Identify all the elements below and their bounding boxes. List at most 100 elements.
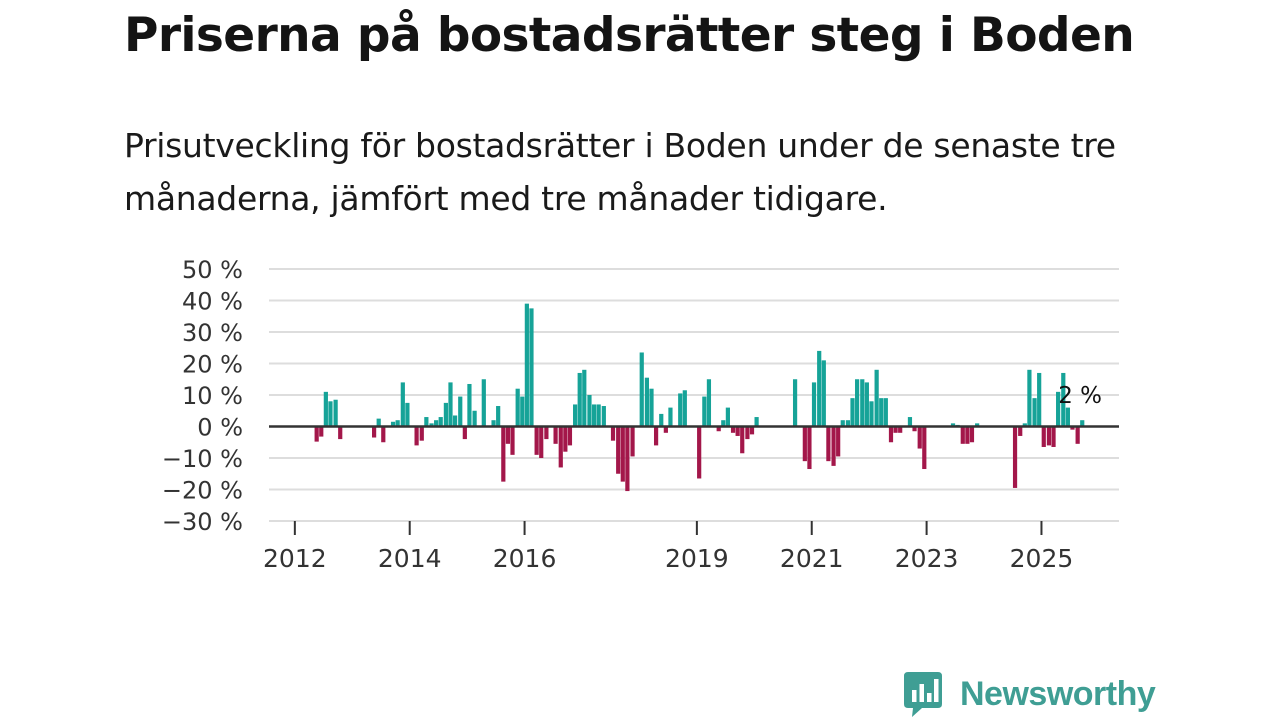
bar — [438, 417, 443, 427]
bar — [1037, 372, 1042, 427]
bar — [740, 426, 745, 454]
bar — [912, 426, 917, 432]
brand-name: Newsworthy — [960, 674, 1156, 713]
bar — [419, 426, 424, 441]
bar — [807, 426, 812, 470]
bar — [826, 426, 831, 462]
bar — [429, 423, 434, 427]
bar — [702, 396, 707, 427]
bar — [1018, 426, 1023, 436]
bar — [472, 410, 477, 427]
bar — [558, 426, 563, 468]
bar — [529, 308, 534, 427]
bar — [749, 426, 755, 435]
bar — [395, 420, 400, 427]
y-tick-label: 20 % — [182, 351, 243, 379]
bar — [697, 426, 702, 479]
bar — [754, 417, 759, 427]
bar — [596, 404, 601, 427]
bar — [817, 350, 822, 427]
bar — [869, 401, 874, 427]
y-tick-label: −20 % — [162, 477, 243, 505]
chart-title: Priserna på bostadsrätter steg i Boden — [124, 8, 1135, 63]
y-tick-label: −30 % — [162, 508, 243, 536]
bar — [874, 369, 879, 427]
bar — [1041, 426, 1046, 447]
bar — [864, 382, 869, 427]
bar — [496, 406, 501, 427]
bar — [481, 379, 486, 427]
bar — [1051, 426, 1056, 447]
bar — [898, 426, 903, 433]
bar — [390, 421, 396, 427]
chart-subtitle: Prisutveckling för bostadsrätter i Boden… — [124, 126, 1116, 218]
bar — [582, 369, 587, 427]
bar — [625, 426, 630, 492]
x-tick-label: 2014 — [378, 544, 442, 573]
bar — [319, 426, 324, 437]
x-tick-label: 2016 — [493, 544, 557, 573]
bar — [630, 426, 635, 457]
bar — [735, 426, 740, 436]
bar — [620, 426, 625, 482]
bar — [567, 426, 573, 446]
bar — [1061, 372, 1066, 427]
bar — [505, 426, 511, 444]
bar — [950, 423, 956, 427]
bar — [563, 426, 568, 452]
bar — [328, 401, 333, 427]
bar — [553, 426, 558, 444]
bar — [1075, 426, 1080, 444]
bar — [405, 402, 410, 427]
bar — [653, 426, 659, 446]
bar — [883, 398, 888, 427]
bar — [510, 426, 515, 455]
x-tick-label: 2019 — [665, 544, 729, 573]
newsworthy-logo[interactable]: Newsworthy — [902, 670, 1156, 718]
y-tick-label: 30 % — [182, 319, 243, 347]
y-tick-label: −10 % — [162, 445, 243, 473]
bar — [725, 407, 730, 427]
bar — [414, 426, 419, 446]
bar-series — [314, 303, 1085, 492]
bar — [591, 404, 597, 427]
bar — [659, 413, 664, 427]
bar — [501, 426, 506, 482]
bar — [434, 420, 439, 427]
bar — [333, 399, 338, 427]
grid-lines — [269, 268, 1119, 522]
bar — [682, 390, 687, 427]
bar — [424, 417, 429, 427]
bar — [850, 398, 855, 427]
bar — [1056, 391, 1061, 427]
bar — [745, 426, 750, 440]
bar — [888, 426, 894, 443]
bar — [663, 426, 668, 433]
bar — [372, 426, 377, 438]
bar — [1080, 420, 1085, 427]
bar — [845, 420, 851, 427]
bar — [649, 388, 654, 427]
bar — [855, 379, 860, 427]
newsworthy-chart-bubble-icon — [904, 672, 942, 717]
bar — [907, 417, 913, 427]
x-tick-label: 2021 — [780, 544, 844, 573]
y-tick-label: 40 % — [182, 288, 243, 316]
bar — [338, 426, 343, 440]
last-value-label: 2 % — [1058, 383, 1102, 409]
bar — [644, 377, 650, 427]
bar — [1070, 426, 1075, 430]
bar — [821, 360, 826, 427]
bar — [840, 420, 845, 427]
bar — [515, 388, 520, 427]
bar — [610, 426, 616, 441]
bar — [452, 415, 458, 427]
bar — [376, 418, 381, 427]
bar — [577, 372, 582, 427]
axes: 50 % 40 % 30 % 20 % 10 % 0 % −10 % −20 % −30 % 20… — [162, 256, 1119, 573]
bar — [520, 396, 525, 427]
bar — [668, 407, 673, 427]
bar — [836, 426, 841, 457]
y-tick-label: 0 % — [197, 414, 243, 442]
bar — [323, 391, 328, 427]
